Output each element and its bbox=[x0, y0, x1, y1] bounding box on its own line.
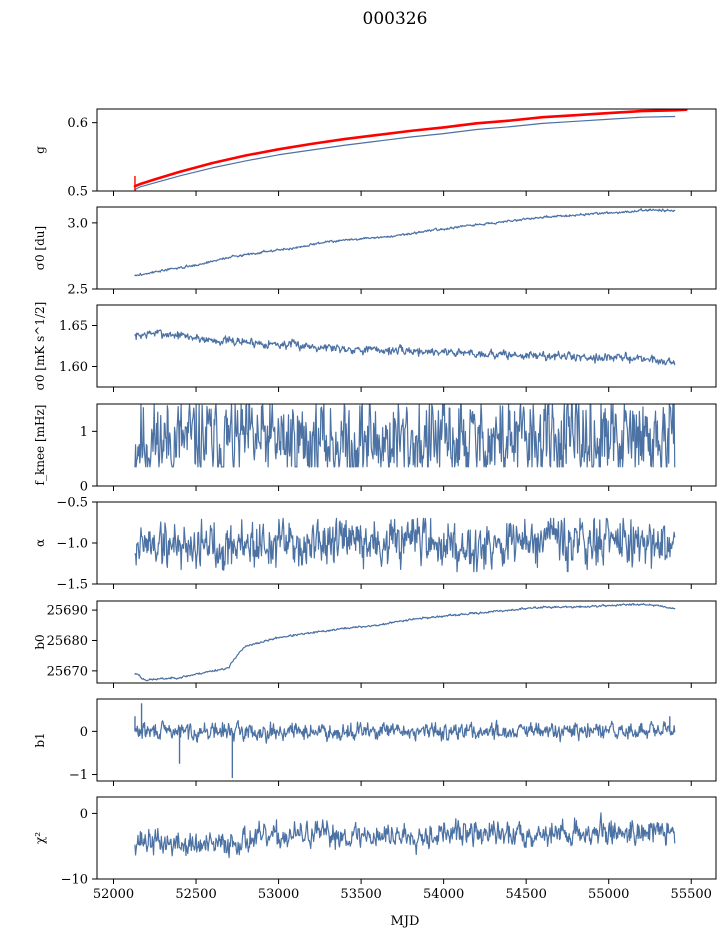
y-tick-label: 25690 bbox=[47, 604, 88, 619]
series-sigma0_mK bbox=[134, 329, 676, 366]
subplot-5: −1.5 −1.0 −0.5 α bbox=[33, 496, 717, 593]
y-tick-label: 25670 bbox=[47, 664, 88, 679]
y-tick-label: 1.60 bbox=[59, 360, 88, 375]
series-fknee bbox=[134, 404, 676, 468]
y-tick-label: 2.5 bbox=[67, 283, 88, 298]
y-tick-label: −0.5 bbox=[56, 496, 88, 511]
y-tick-label: 0.6 bbox=[67, 116, 88, 131]
subplot-7: −1 0 b1 bbox=[33, 698, 717, 786]
y-axis-label: σ0 [du] bbox=[33, 226, 47, 270]
series-b0 bbox=[134, 602, 676, 682]
y-tick-label: 0 bbox=[80, 480, 88, 495]
series-sigma0_du bbox=[134, 208, 676, 277]
y-axis-label: χ² bbox=[33, 832, 47, 844]
series-alpha bbox=[134, 517, 676, 573]
y-tick-label: −1.0 bbox=[56, 537, 88, 552]
x-axis-label: MJD bbox=[391, 914, 420, 929]
y-tick-label: −10 bbox=[61, 873, 88, 888]
y-axis-label: α bbox=[33, 539, 47, 547]
subplot-3: 1.60 1.65 σ0 [mK s^1/2] bbox=[33, 302, 717, 392]
x-tick-label: 53000 bbox=[258, 887, 299, 902]
series-g-model bbox=[133, 109, 688, 188]
axes-frame bbox=[96, 206, 717, 290]
axes-frame bbox=[96, 304, 717, 388]
y-tick-label: 0 bbox=[80, 807, 88, 822]
axes-frame bbox=[96, 600, 717, 684]
axes-frame bbox=[96, 108, 717, 192]
y-axis-label: g bbox=[33, 146, 47, 154]
y-axis-label: f_knee [mHz] bbox=[33, 405, 47, 486]
y-tick-label: 1 bbox=[80, 425, 88, 440]
x-tick-label: 55500 bbox=[671, 887, 712, 902]
series-g bbox=[134, 115, 676, 191]
series-b1 bbox=[134, 719, 676, 744]
x-tick-label: 54000 bbox=[423, 887, 464, 902]
y-tick-label: 25680 bbox=[47, 634, 88, 649]
x-tick-label: 53500 bbox=[340, 887, 381, 902]
x-tick-label: 54500 bbox=[505, 887, 546, 902]
x-tick-label: 52500 bbox=[175, 887, 216, 902]
subplot-4: 0 1 f_knee [mHz] bbox=[33, 403, 717, 495]
axes-frame bbox=[96, 796, 717, 880]
subplot-8: −10 0 52000 52500 53000 53500 54000 54500 55000 5… bbox=[33, 796, 717, 902]
subplot-stack: 0.5 0.6 g 2.5 3.0 σ0 [du] 1.60 1.65 σ0 [mK s^1/2… bbox=[33, 108, 717, 902]
y-tick-label: −1.5 bbox=[56, 578, 88, 593]
axes-frame bbox=[96, 698, 717, 782]
y-tick-label: 0 bbox=[80, 725, 88, 740]
axes-frame bbox=[96, 501, 717, 585]
y-tick-label: 1.65 bbox=[59, 319, 88, 334]
y-axis-label: σ0 [mK s^1/2] bbox=[33, 302, 47, 391]
y-axis-label: b0 bbox=[33, 634, 47, 649]
subplot-2: 2.5 3.0 σ0 [du] bbox=[33, 206, 717, 298]
y-tick-label: −1 bbox=[69, 768, 88, 783]
y-axis-label: b1 bbox=[33, 732, 47, 747]
y-tick-label: 0.5 bbox=[67, 185, 88, 200]
series-chi2 bbox=[134, 812, 676, 859]
axes-frame bbox=[96, 403, 717, 487]
figure-title: 000326 bbox=[363, 9, 428, 29]
x-tick-label: 52000 bbox=[93, 887, 134, 902]
x-tick-label: 55000 bbox=[588, 887, 629, 902]
subplot-1: 0.5 0.6 g bbox=[33, 108, 717, 200]
y-tick-label: 3.0 bbox=[67, 216, 88, 231]
